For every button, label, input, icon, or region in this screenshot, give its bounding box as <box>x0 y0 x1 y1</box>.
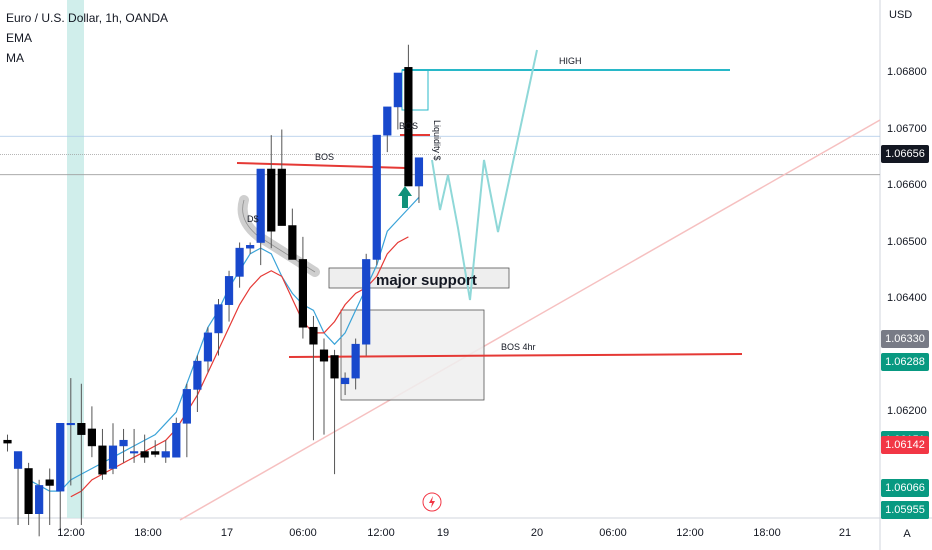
liquidity-label[interactable]: Liquidity $ <box>432 120 442 161</box>
candle-body[interactable] <box>393 72 402 108</box>
price-tag: 1.06142 <box>881 435 929 454</box>
ema-line <box>28 196 420 492</box>
candle-body[interactable] <box>224 276 234 305</box>
symbol-title[interactable]: Euro / U.S. Dollar, 1h, OANDA <box>6 11 169 25</box>
candle-body[interactable] <box>288 225 297 260</box>
candle-body[interactable] <box>87 428 96 447</box>
time-axis-tick: 06:00 <box>599 527 627 539</box>
candle-body[interactable] <box>77 422 86 435</box>
currency-label: USD <box>889 9 913 21</box>
candle-body[interactable] <box>309 326 318 345</box>
candle-body[interactable] <box>256 168 265 243</box>
candle-body[interactable] <box>3 439 12 444</box>
candle-body[interactable] <box>24 468 33 515</box>
candle-body[interactable] <box>193 360 202 390</box>
price-tag: 1.06066 <box>881 478 929 497</box>
bos-label[interactable]: BOS <box>315 152 334 162</box>
candle-body[interactable] <box>98 445 107 475</box>
time-axis-tick: 19 <box>436 527 450 539</box>
price-tag: 1.06330 <box>881 329 929 348</box>
candle-body[interactable] <box>362 259 371 345</box>
ema-indicator-label[interactable]: EMA <box>6 31 33 45</box>
liquidity-box[interactable] <box>401 69 429 111</box>
green-up-arrow[interactable] <box>398 186 412 208</box>
time-axis-tick: 12:00 <box>57 527 85 539</box>
candle-body[interactable] <box>298 259 308 328</box>
chart-legend: Euro / U.S. Dollar, 1h, OANDA EMA MA <box>6 8 168 68</box>
price-axis-tick: 1.06200 <box>887 405 927 417</box>
time-axis-tick: 12:00 <box>367 527 395 539</box>
candle-body[interactable] <box>130 451 139 454</box>
time-axis-tick: 12:00 <box>676 527 704 539</box>
candle-body[interactable] <box>35 485 44 515</box>
lightning-event-icon[interactable] <box>422 492 442 512</box>
candle-body[interactable] <box>161 451 170 458</box>
grid-layer <box>0 135 880 176</box>
bos-label-small[interactable]: BOS <box>399 121 418 131</box>
candles-layer[interactable] <box>3 44 424 537</box>
price-axis-tick: 1.06800 <box>887 66 927 78</box>
price-axis-tick: 1.06700 <box>887 122 927 135</box>
ma-line <box>70 236 409 498</box>
candle-body[interactable] <box>140 451 149 458</box>
time-axis-tick: 17 <box>220 527 234 539</box>
ma-indicator-label[interactable]: MA <box>6 51 24 65</box>
auto-scale-button[interactable]: A <box>903 528 911 540</box>
candle-body[interactable] <box>66 422 75 426</box>
candle-body[interactable] <box>13 451 23 469</box>
bos-4hr-line[interactable] <box>288 353 743 358</box>
candle-body[interactable] <box>119 439 128 447</box>
high-label[interactable]: HIGH <box>559 56 582 66</box>
candle-body[interactable] <box>214 304 223 334</box>
candle-body[interactable] <box>277 168 286 226</box>
candle-body[interactable] <box>330 355 339 379</box>
candle-body[interactable] <box>340 377 350 385</box>
price-axis-tick: 1.06400 <box>887 292 927 304</box>
candle-body[interactable] <box>351 343 360 379</box>
bos-4hr-label[interactable]: BOS 4hr <box>501 342 536 352</box>
candle-body[interactable] <box>108 445 118 469</box>
price-tag: 1.05955 <box>881 501 929 519</box>
time-axis-tick: 18:00 <box>134 527 162 539</box>
annotations-layer[interactable]: BOS BOS BOS 4hr HIGH major support D$ Liquidit… <box>247 56 582 512</box>
price-axis-tick: 1.06600 <box>887 179 927 191</box>
candle-body[interactable] <box>56 422 65 492</box>
candle-body[interactable] <box>235 247 244 277</box>
major-support-label[interactable]: major support <box>376 272 477 289</box>
candle-body[interactable] <box>267 168 276 232</box>
time-axis-tick: 20 <box>530 527 544 539</box>
price-tag: 1.06656 <box>881 145 929 164</box>
candle-body[interactable] <box>383 106 392 136</box>
time-axis-tick: 06:00 <box>289 527 317 539</box>
candle-body[interactable] <box>246 245 255 249</box>
indicators-layer <box>28 196 420 498</box>
candle-body[interactable] <box>172 422 181 458</box>
time-axis-tick: 21 <box>838 527 852 539</box>
projection-path[interactable] <box>431 49 538 301</box>
candle-body[interactable] <box>404 67 413 187</box>
ds-label[interactable]: D$ <box>247 214 259 224</box>
candle-body[interactable] <box>45 479 54 486</box>
candle-body[interactable] <box>182 389 191 424</box>
plot-area <box>0 0 880 518</box>
candle-body[interactable] <box>203 332 213 362</box>
lightning-bolt-icon <box>429 496 435 508</box>
candle-body[interactable] <box>151 451 160 455</box>
trend-line[interactable] <box>179 119 881 521</box>
candle-body[interactable] <box>414 157 424 187</box>
candle-body[interactable] <box>372 134 381 260</box>
candle-body[interactable] <box>319 349 329 362</box>
price-axis-tick: 1.06500 <box>887 235 927 248</box>
price-tag: 1.06288 <box>881 353 929 372</box>
time-axis-tick: 18:00 <box>753 527 781 539</box>
major-support-zone[interactable] <box>328 267 510 289</box>
